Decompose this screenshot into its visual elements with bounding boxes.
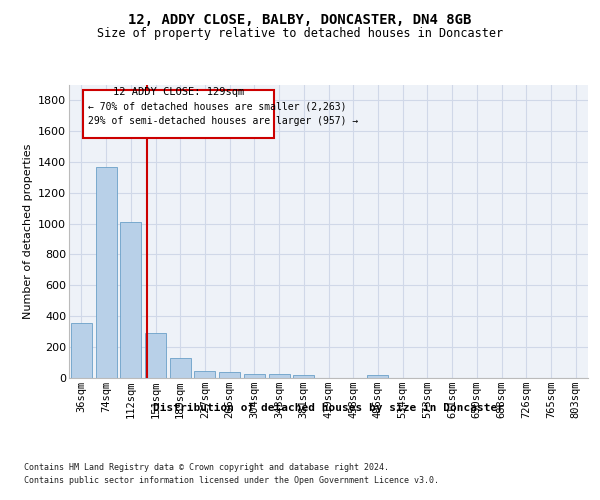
Text: Contains public sector information licensed under the Open Government Licence v3: Contains public sector information licen… — [24, 476, 439, 485]
Text: 12, ADDY CLOSE, BALBY, DONCASTER, DN4 8GB: 12, ADDY CLOSE, BALBY, DONCASTER, DN4 8G… — [128, 12, 472, 26]
Bar — [120, 222, 141, 378]
Bar — [71, 323, 92, 378]
Bar — [194, 371, 215, 378]
Text: Contains HM Land Registry data © Crown copyright and database right 2024.: Contains HM Land Registry data © Crown c… — [24, 462, 389, 471]
Text: 29% of semi-detached houses are larger (957) →: 29% of semi-detached houses are larger (… — [88, 116, 358, 126]
Bar — [367, 374, 388, 378]
Text: 12 ADDY CLOSE: 129sqm: 12 ADDY CLOSE: 129sqm — [113, 87, 244, 97]
Bar — [269, 374, 290, 378]
Text: Distribution of detached houses by size in Doncaster: Distribution of detached houses by size … — [154, 402, 504, 412]
Text: ← 70% of detached houses are smaller (2,263): ← 70% of detached houses are smaller (2,… — [88, 102, 346, 112]
Text: Size of property relative to detached houses in Doncaster: Size of property relative to detached ho… — [97, 28, 503, 40]
Bar — [219, 372, 240, 378]
Bar — [145, 333, 166, 378]
Bar — [244, 374, 265, 378]
Bar — [170, 358, 191, 378]
FancyBboxPatch shape — [83, 90, 274, 138]
Y-axis label: Number of detached properties: Number of detached properties — [23, 144, 32, 319]
Bar — [293, 375, 314, 378]
Bar — [95, 168, 116, 378]
